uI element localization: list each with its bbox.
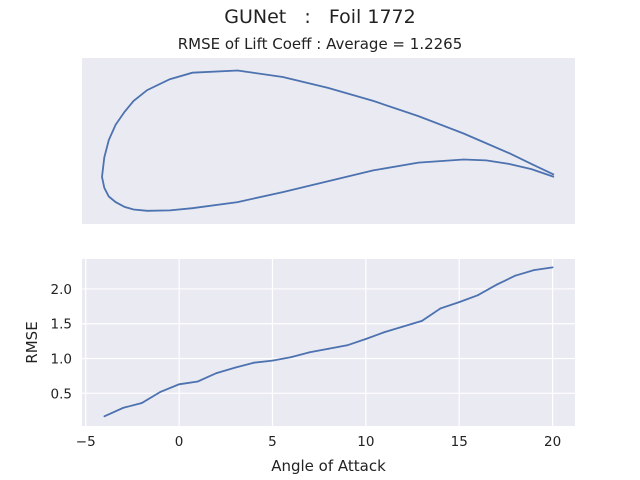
y-tick-labels: 0.5 1.0 1.5 2.0: [51, 282, 72, 402]
rmse-data-point: [495, 283, 498, 286]
x-tick-label: 10: [357, 434, 374, 450]
rmse-data-point: [234, 366, 237, 369]
rmse-data-point: [346, 344, 349, 347]
rmse-data-point: [514, 274, 517, 277]
rmse-data-point: [421, 320, 423, 322]
x-tick-labels: −5 0 5 10 15 20: [76, 434, 561, 450]
rmse-data-point: [364, 338, 367, 340]
x-tick-label: 0: [175, 434, 184, 450]
rmse-data-points: [103, 266, 554, 418]
airfoil-axes-background: [82, 58, 575, 224]
y-tick-label: 2.0: [51, 282, 72, 298]
rmse-panel: −5 0 5 10 15 20 0.51.01.52.0 Angle of Attack …: [23, 259, 575, 475]
rmse-data-point: [477, 294, 479, 297]
rmse-data-point: [252, 361, 255, 364]
rmse-data-point: [140, 402, 143, 404]
figure-subtitle: RMSE of Lift Coeff : Average = 1.2265: [177, 35, 463, 53]
airfoil-outline: [101, 69, 555, 212]
rmse-data-point: [290, 356, 293, 358]
rmse-data-point: [383, 331, 386, 333]
y-tick-label: 1.0: [51, 352, 72, 368]
y-axis-label: RMSE: [23, 321, 41, 363]
rmse-data-point: [159, 391, 162, 393]
rmse-data-point: [439, 307, 442, 310]
rmse-data-point: [458, 301, 461, 303]
figure-suptitle: GUNet : Foil 1772: [224, 6, 416, 28]
rmse-data-point: [271, 359, 274, 362]
rmse-data-point: [327, 347, 330, 350]
rmse-axes-background: [82, 259, 575, 426]
x-tick-label: −5: [76, 434, 96, 450]
rmse-data-point: [103, 415, 106, 418]
rmse-grid: [82, 259, 575, 426]
rmse-data-point: [308, 351, 311, 354]
rmse-data-point: [178, 383, 181, 386]
rmse-data-point: [122, 407, 124, 409]
x-tick-label: 20: [544, 434, 561, 450]
rmse-data-point: [215, 372, 218, 374]
y-tick-label: 1.5: [51, 317, 72, 333]
rmse-data-point: [533, 269, 535, 271]
x-tick-label: 5: [268, 434, 277, 450]
airfoil-panel: [82, 58, 575, 224]
x-tick-label: 15: [451, 434, 468, 450]
y-tick-label: 0.5: [51, 386, 72, 402]
rmse-data-point: [551, 266, 554, 269]
rmse-data-point: [196, 380, 199, 383]
x-axis-label: Angle of Attack: [271, 457, 386, 475]
rmse-data-point: [402, 325, 405, 328]
